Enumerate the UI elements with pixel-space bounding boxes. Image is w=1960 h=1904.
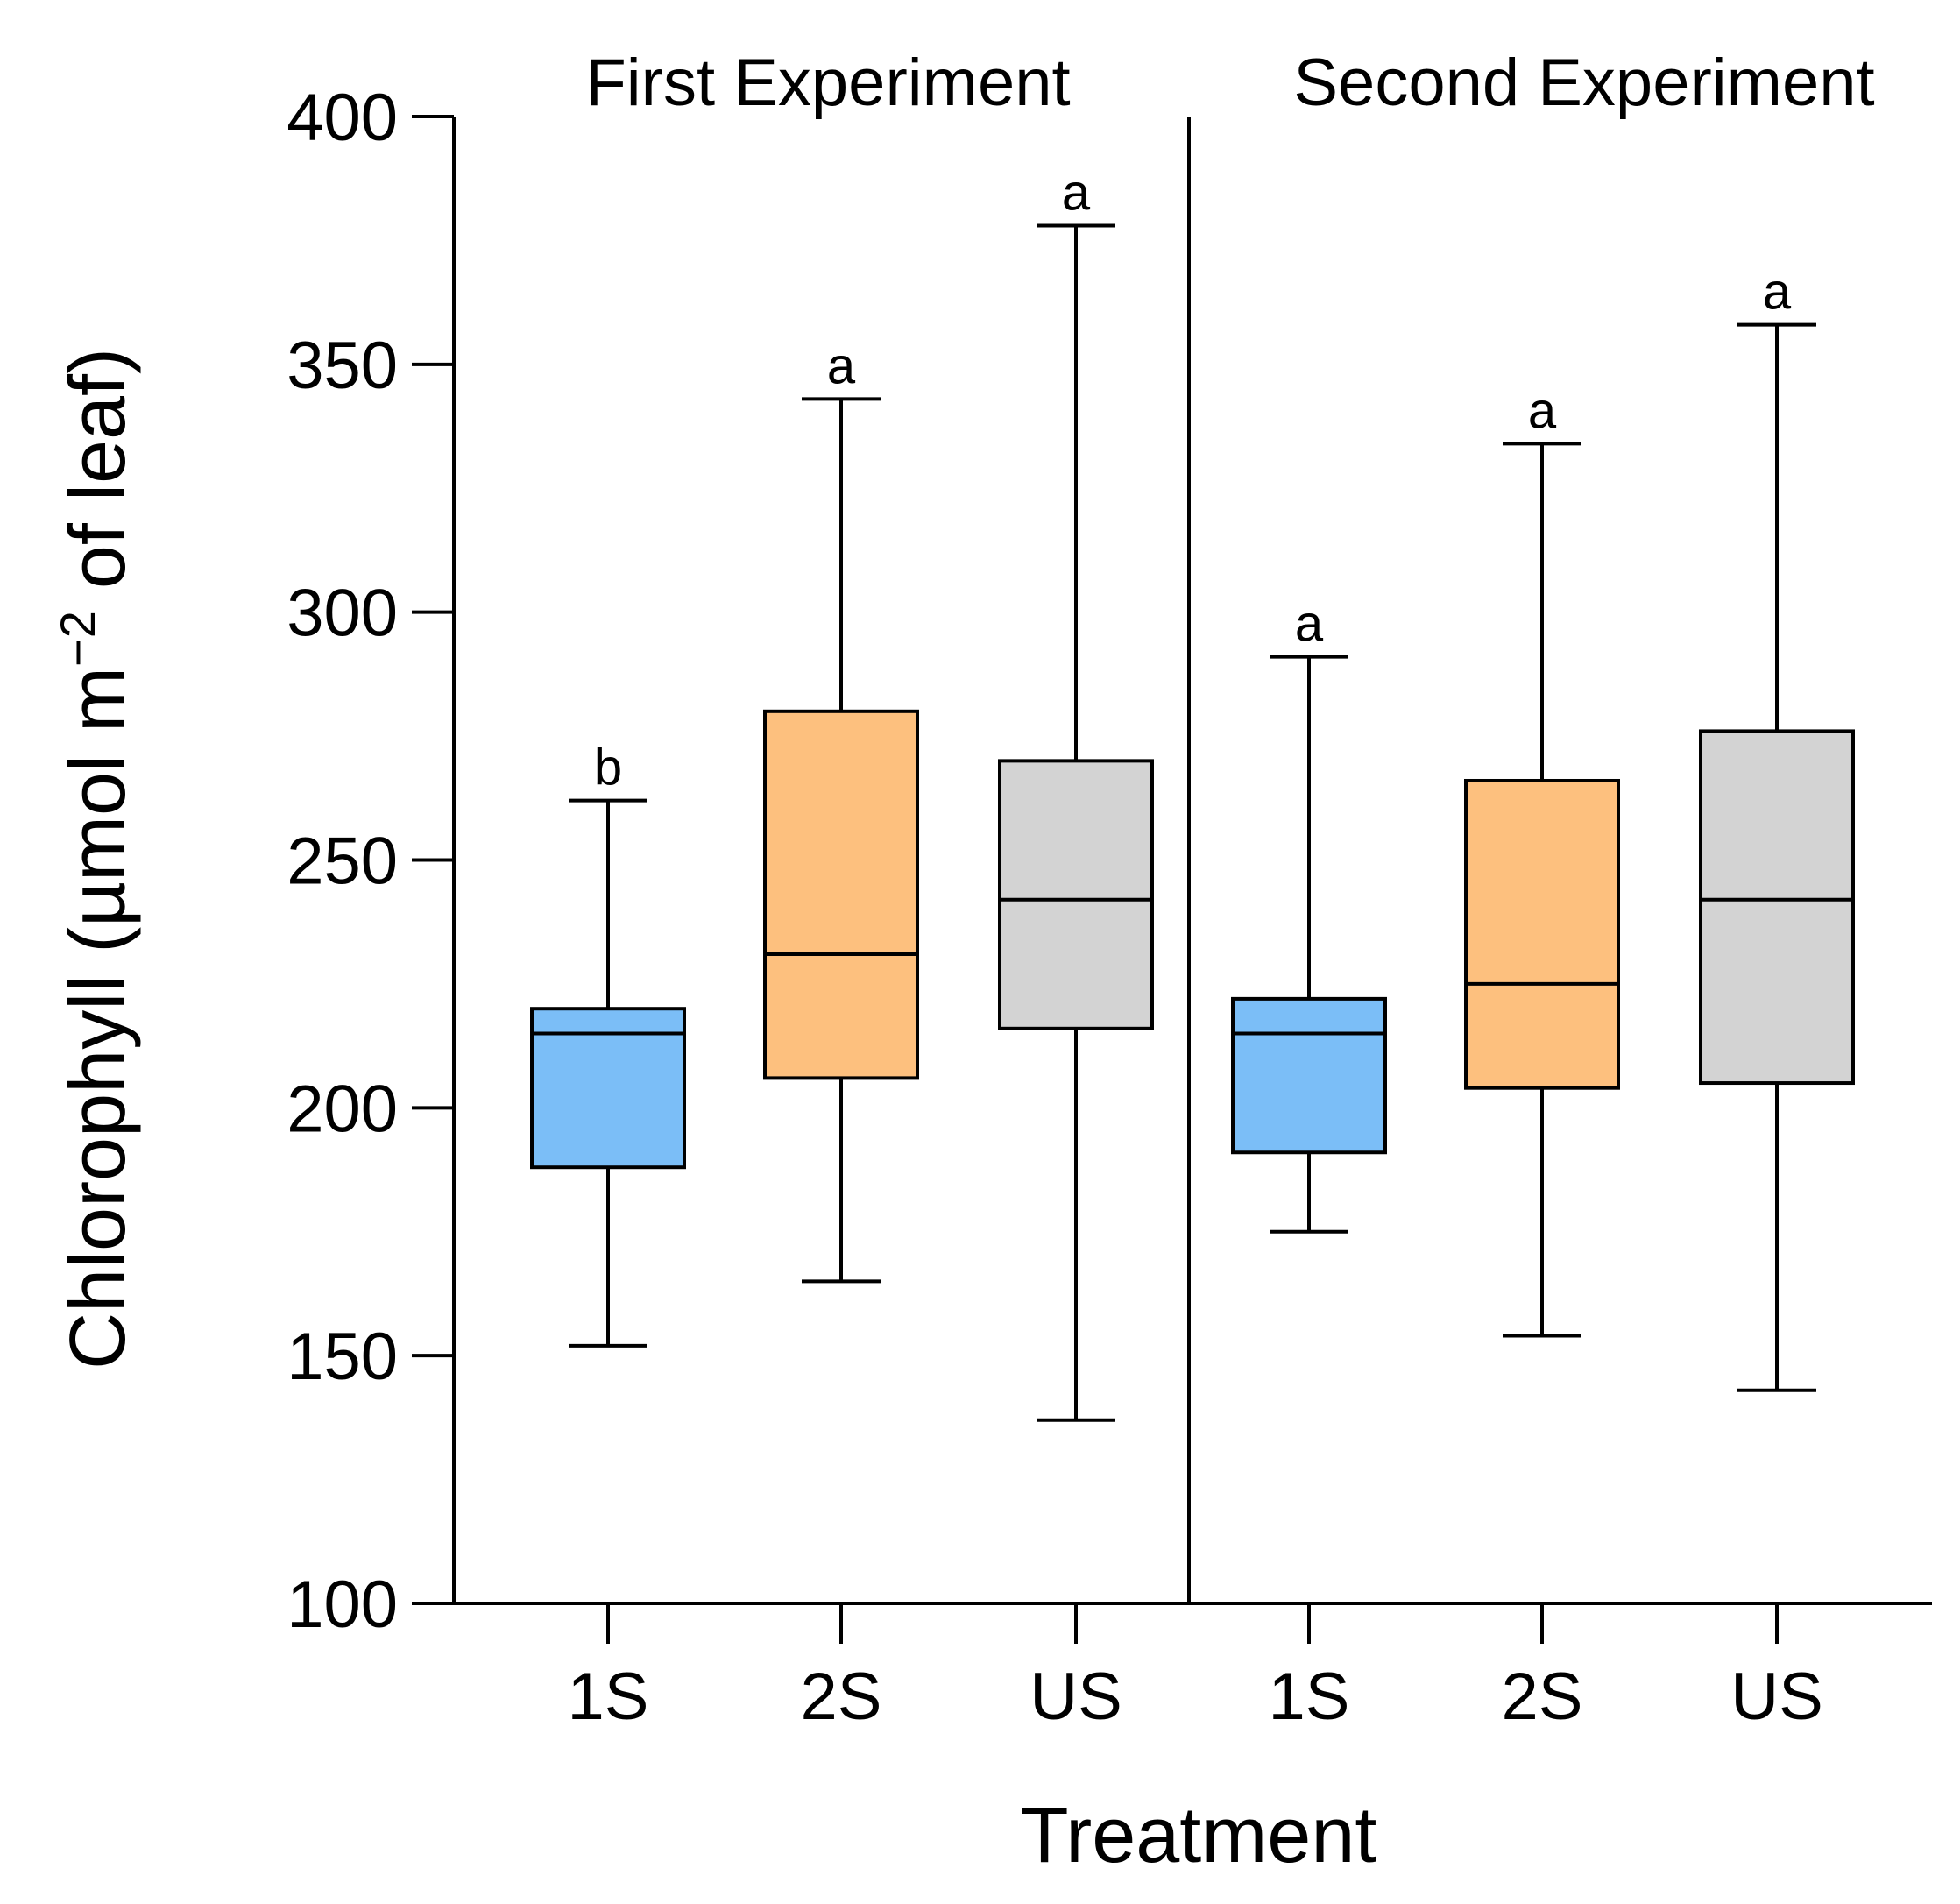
y-tick-label: 300 xyxy=(287,577,398,651)
panel-title: First Experiment xyxy=(585,46,1070,120)
y-tick-label: 400 xyxy=(287,81,398,155)
labels: First Experiment b a a Second Experiment a a a T… xyxy=(50,46,1875,1879)
significance-letter: a xyxy=(827,337,856,394)
y-axis-title: Chlorophyll (µmol m−2 of leaf) xyxy=(50,348,142,1370)
x-tick-label: 1S xyxy=(568,1660,649,1734)
x-tick-label: 2S xyxy=(1502,1660,1583,1734)
y-tick-label: 100 xyxy=(287,1568,398,1642)
y-axis-title-superscript: −2 xyxy=(50,611,105,667)
y-axis-title-main: Chlorophyll (µmol m xyxy=(54,667,142,1370)
x-tick-label: US xyxy=(1030,1660,1122,1734)
panel-title: Second Experiment xyxy=(1293,46,1874,120)
significance-letter: a xyxy=(1062,164,1091,221)
box-2s xyxy=(1464,778,1620,1090)
boxes xyxy=(530,223,1855,1422)
axes: 100 150 200 250 300 350 400 1S 2S US 1S 2S US xyxy=(287,81,1932,1734)
y-tick-label: 350 xyxy=(287,329,398,403)
y-axis-title-suffix: of leaf) xyxy=(54,348,142,611)
x-tick-label: US xyxy=(1730,1660,1823,1734)
x-tick-label: 1S xyxy=(1269,1660,1350,1734)
box-1s xyxy=(1231,996,1387,1155)
significance-letter: a xyxy=(1295,596,1324,653)
y-tick-label: 150 xyxy=(287,1320,398,1394)
box-us xyxy=(1699,729,1855,1086)
significance-letter: b xyxy=(594,740,622,796)
y-tick-label: 250 xyxy=(287,825,398,899)
significance-letter: a xyxy=(1528,382,1557,439)
x-axis-title: Treatment xyxy=(1021,1792,1377,1879)
significance-letter: a xyxy=(1763,264,1792,321)
box-2s xyxy=(763,709,919,1080)
y-tick-label: 200 xyxy=(287,1072,398,1146)
box-us xyxy=(998,759,1154,1030)
x-tick-label: 2S xyxy=(801,1660,882,1734)
